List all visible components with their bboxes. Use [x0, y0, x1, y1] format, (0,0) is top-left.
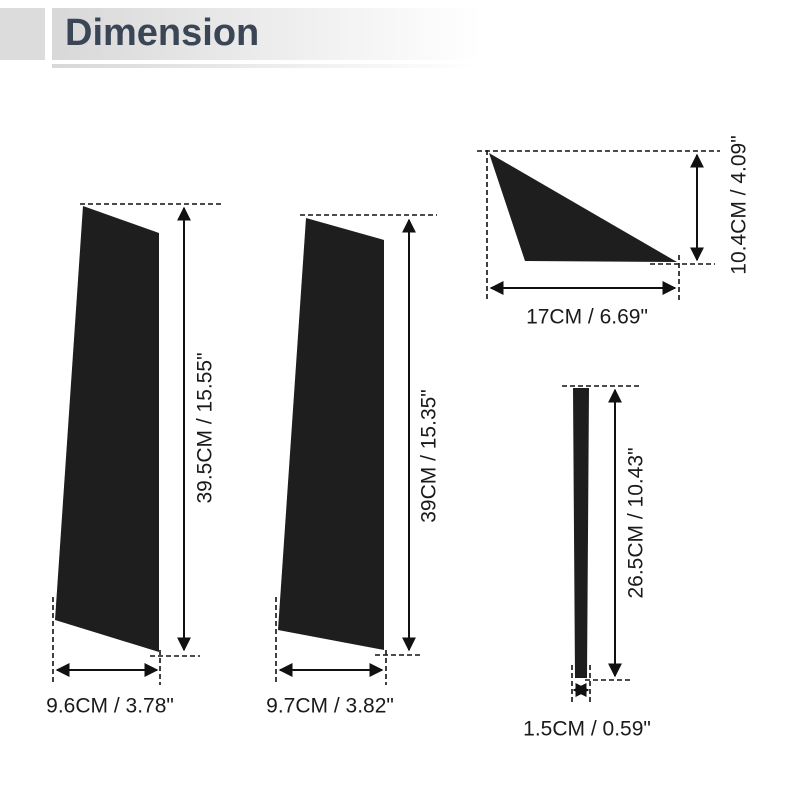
part-2: 9.7CM / 3.82" 39CM / 15.35" [266, 214, 441, 718]
height-label: 39.5CM / 15.55" [194, 352, 217, 503]
panel [278, 218, 384, 650]
height-label: 26.5CM / 10.43" [625, 447, 648, 598]
part-3: 17CM / 6.69" 10.4CM / 4.09" [477, 135, 751, 329]
part-1: 9.6CM / 3.78" 39.5CM / 15.55" [46, 203, 222, 718]
guide-lines [477, 150, 720, 300]
panel [573, 388, 589, 678]
header-rule [52, 64, 482, 68]
height-label: 39CM / 15.35" [418, 389, 441, 523]
panel [489, 153, 677, 262]
part-4: 1.5CM / 0.59" 26.5CM / 10.43" [523, 385, 651, 741]
height-label: 10.4CM / 4.09" [728, 135, 751, 274]
header-block [0, 8, 45, 60]
width-label: 9.6CM / 3.78" [46, 695, 174, 718]
guide-lines [52, 203, 222, 685]
panel [55, 206, 159, 652]
width-label: 1.5CM / 0.59" [523, 718, 651, 741]
width-label: 9.7CM / 3.82" [266, 695, 394, 718]
width-label: 17CM / 6.69" [526, 306, 648, 329]
header-title: Dimension [65, 12, 259, 54]
header-bar [52, 8, 482, 60]
header: Dimension [0, 8, 482, 68]
guide-lines [562, 385, 642, 705]
guide-lines [275, 214, 437, 685]
